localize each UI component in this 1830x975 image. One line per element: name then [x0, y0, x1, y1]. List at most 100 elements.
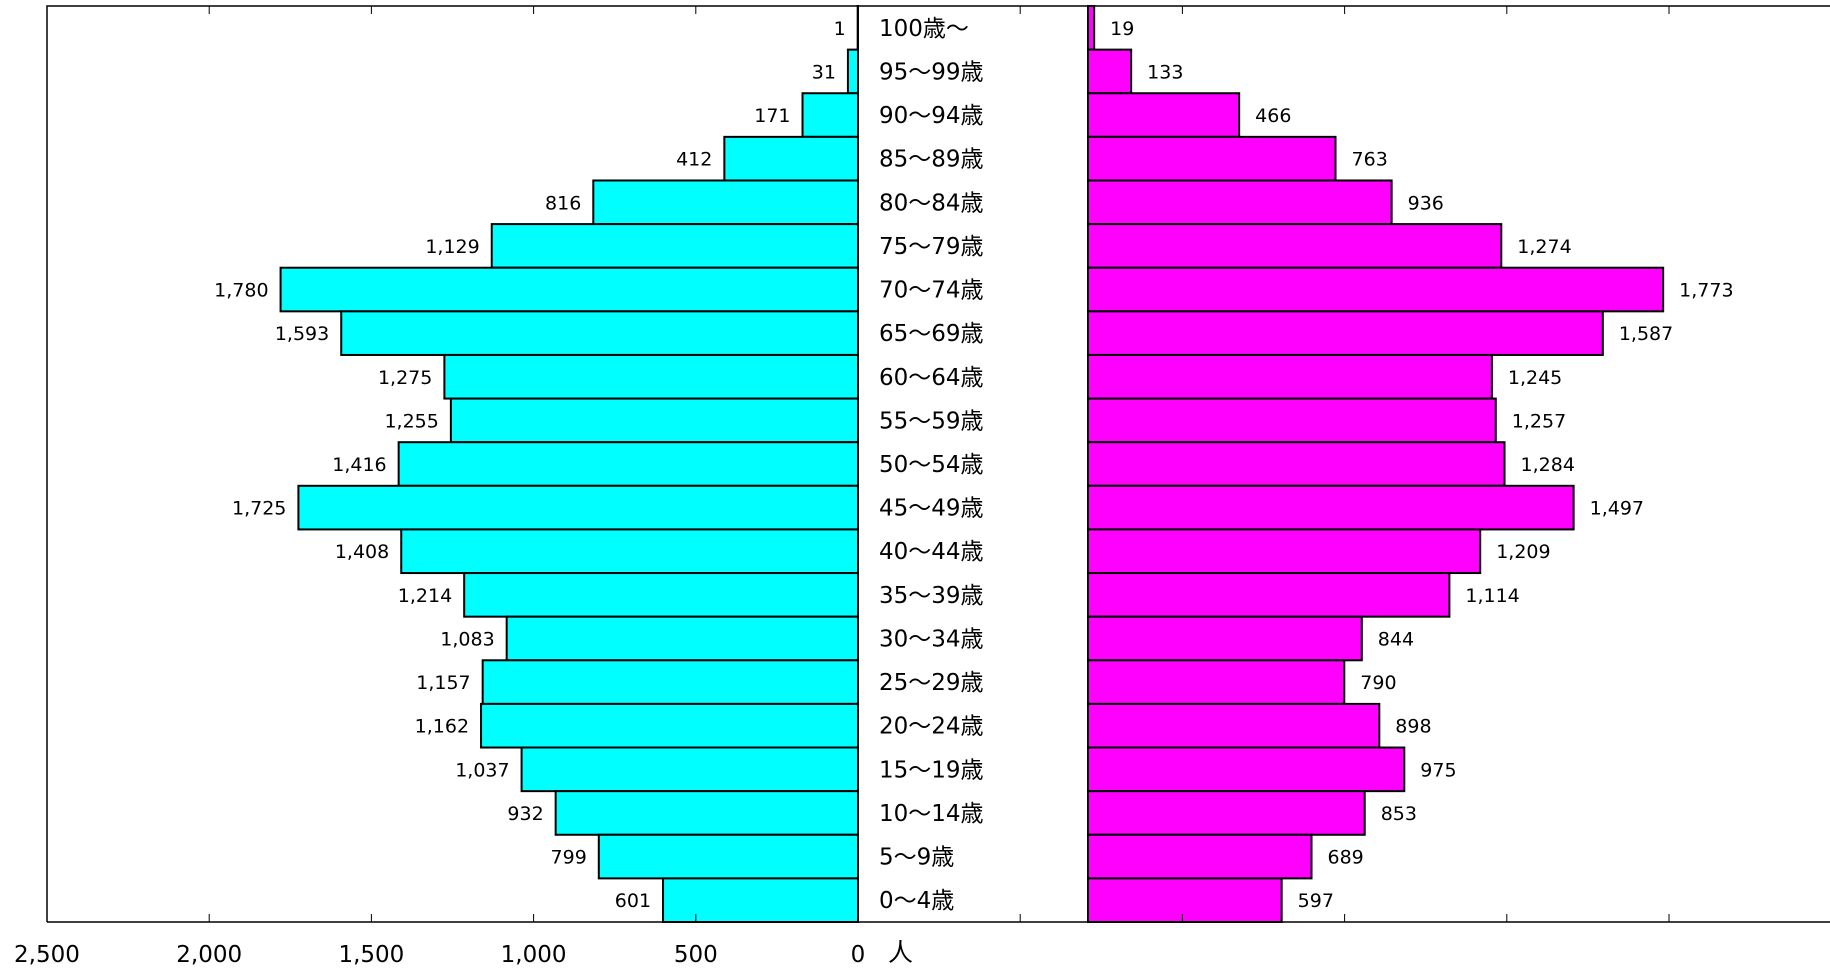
bar-left [281, 268, 858, 312]
x-tick-label: 500 [674, 942, 718, 968]
bar-left [803, 93, 858, 137]
bar-right [1088, 573, 1449, 617]
bar-right [1088, 442, 1505, 486]
age-group-label: 100歳～ [879, 16, 969, 42]
bar-value-label-right: 975 [1420, 759, 1456, 781]
x-tick-label: 0 [851, 942, 866, 968]
bar-value-label-right: 19 [1110, 18, 1134, 40]
bar-left [481, 704, 858, 748]
bar-left [593, 180, 858, 224]
bar-value-label-left: 1,214 [398, 585, 452, 607]
x-tick-label: 2,500 [14, 942, 80, 968]
bar-value-label-left: 1 [834, 18, 846, 40]
bar-value-label-left: 1,593 [275, 323, 329, 345]
age-group-label: 20～24歳 [879, 714, 984, 740]
bar-value-label-left: 601 [615, 890, 651, 912]
bar-value-label-left: 816 [545, 192, 581, 214]
age-group-label: 70～74歳 [879, 278, 984, 304]
bar-value-label-left: 1,162 [415, 716, 469, 738]
bar-value-label-right: 1,773 [1679, 280, 1733, 302]
bar-right [1088, 617, 1362, 661]
bar-left [507, 617, 858, 661]
bar-left [444, 355, 858, 399]
bar-value-label-right: 1,497 [1590, 498, 1644, 520]
bar-right [1088, 137, 1336, 181]
age-group-label: 35～39歳 [879, 583, 984, 609]
unit-label: 人 [888, 938, 913, 967]
bar-right [1088, 224, 1501, 268]
bar-right [1088, 268, 1663, 312]
bar-value-label-right: 763 [1352, 149, 1388, 171]
age-group-label: 55～59歳 [879, 408, 984, 434]
bar-value-label-left: 1,416 [332, 454, 386, 476]
x-tick-label: 1,500 [338, 942, 404, 968]
bar-right [1088, 660, 1344, 704]
bar-left [451, 399, 858, 443]
bar-value-label-right: 133 [1147, 61, 1183, 83]
x-tick-label: 1,000 [501, 942, 567, 968]
bar-value-label-right: 790 [1360, 672, 1396, 694]
bar-left [483, 660, 858, 704]
age-group-label: 0～4歳 [879, 888, 954, 914]
age-group-label: 40～44歳 [879, 539, 984, 565]
bar-left [522, 748, 858, 792]
bar-value-label-left: 1,408 [335, 541, 389, 563]
bar-value-label-right: 1,245 [1508, 367, 1562, 389]
bar-value-label-left: 932 [507, 803, 543, 825]
bar-value-label-left: 1,129 [425, 236, 479, 258]
bar-left [663, 878, 858, 922]
bar-value-label-left: 1,780 [214, 280, 268, 302]
bar-left [492, 224, 858, 268]
age-group-label: 5～9歳 [879, 845, 954, 871]
right-bars [1088, 6, 1663, 922]
bar-value-label-left: 1,275 [378, 367, 432, 389]
bar-right [1088, 529, 1480, 573]
age-group-label: 75～79歳 [879, 234, 984, 260]
bar-value-label-right: 853 [1381, 803, 1417, 825]
bar-value-label-left: 171 [754, 105, 790, 127]
age-group-label: 15～19歳 [879, 757, 984, 783]
bar-left [556, 791, 858, 835]
bar-value-label-right: 1,114 [1465, 585, 1519, 607]
age-group-label: 25～29歳 [879, 670, 984, 696]
bar-value-label-right: 597 [1298, 890, 1334, 912]
bar-value-label-right: 898 [1395, 716, 1431, 738]
age-group-label: 30～34歳 [879, 626, 984, 652]
age-group-labels: 100歳～95～99歳90～94歳85～89歳80～84歳75～79歳70～74… [879, 16, 984, 914]
bar-right [1088, 878, 1282, 922]
x-tick-label: 2,000 [176, 942, 242, 968]
age-group-label: 65～69歳 [879, 321, 984, 347]
bar-left [341, 311, 858, 355]
bar-value-label-left: 31 [812, 61, 836, 83]
bar-right [1088, 399, 1496, 443]
age-group-label: 90～94歳 [879, 103, 984, 129]
bar-value-label-left: 1,157 [416, 672, 470, 694]
bar-value-label-left: 412 [676, 149, 712, 171]
bar-right [1088, 748, 1404, 792]
bar-right [1088, 6, 1094, 50]
bar-left [848, 50, 858, 94]
bar-left [401, 529, 858, 573]
bar-right [1088, 355, 1492, 399]
bar-right [1088, 180, 1392, 224]
bar-left [464, 573, 858, 617]
age-group-label: 50～54歳 [879, 452, 984, 478]
bar-value-label-left: 799 [551, 847, 587, 869]
bar-right [1088, 311, 1603, 355]
bar-value-label-left: 1,255 [384, 410, 438, 432]
bar-value-label-left: 1,083 [440, 628, 494, 650]
bar-left [298, 486, 858, 530]
age-group-label: 45～49歳 [879, 496, 984, 522]
bar-value-label-right: 1,284 [1521, 454, 1575, 476]
bar-value-label-right: 844 [1378, 628, 1414, 650]
bar-right [1088, 791, 1365, 835]
bar-left [399, 442, 858, 486]
bar-value-label-right: 936 [1408, 192, 1444, 214]
bar-right [1088, 50, 1131, 94]
bar-value-label-right: 1,257 [1512, 410, 1566, 432]
bar-right [1088, 704, 1379, 748]
age-group-label: 85～89歳 [879, 147, 984, 173]
bar-value-label-right: 1,587 [1619, 323, 1673, 345]
bar-left [599, 835, 858, 879]
